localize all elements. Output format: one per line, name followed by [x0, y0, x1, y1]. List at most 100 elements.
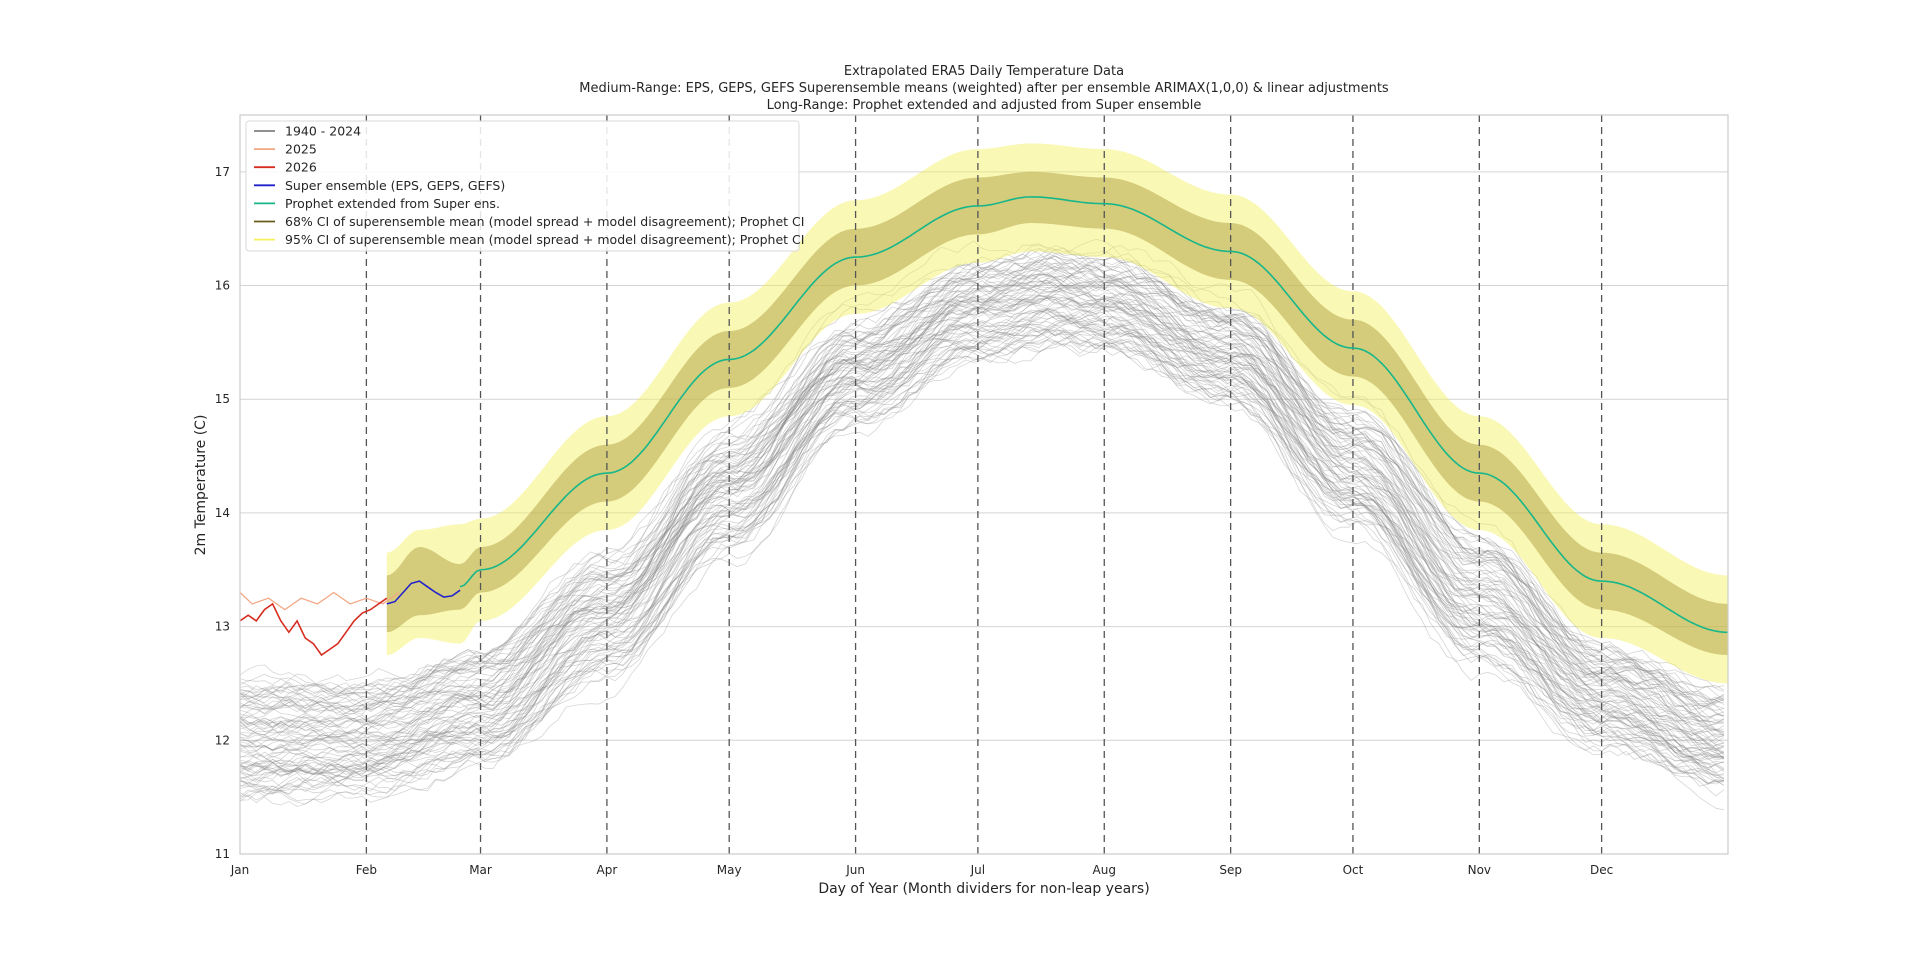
history-line — [240, 257, 1724, 724]
x-tick-label: Jun — [845, 863, 865, 877]
x-tick-label: Apr — [597, 863, 618, 877]
history-line — [240, 272, 1725, 758]
history-line — [240, 288, 1724, 758]
x-tick-label: Mar — [469, 863, 492, 877]
history-line — [240, 256, 1725, 712]
history-line — [240, 309, 1724, 776]
history-line — [240, 329, 1725, 794]
history-line — [240, 279, 1724, 759]
history-line — [240, 297, 1725, 773]
x-tick-label: Oct — [1343, 863, 1364, 877]
history-line — [240, 309, 1725, 771]
history-line — [240, 266, 1725, 714]
history-line — [240, 308, 1724, 773]
history-line — [240, 255, 1725, 708]
legend: 1940 - 2024 2025 2026 Super ensemble (EPS, … — [245, 120, 804, 252]
legend-label: 68% CI of superensemble mean (model spre… — [285, 214, 804, 229]
history-line — [240, 281, 1725, 733]
history-line — [240, 276, 1724, 741]
legend-label: Super ensemble (EPS, GEPS, GEFS) — [285, 178, 505, 193]
x-axis-label: Day of Year (Month dividers for non-leap… — [818, 881, 1149, 897]
history-line — [240, 298, 1724, 763]
y-tick-label: 14 — [215, 506, 230, 520]
history-line — [240, 249, 1725, 700]
history-line — [240, 253, 1725, 701]
history-line — [240, 262, 1725, 709]
series-line-0 — [240, 591, 400, 611]
history-line — [240, 292, 1725, 752]
history-line — [240, 240, 1724, 696]
ci68-band — [386, 171, 1728, 656]
history-line — [240, 286, 1725, 764]
chart-title-line-3: Long-Range: Prophet extended and adjuste… — [767, 98, 1202, 113]
history-line — [240, 297, 1724, 768]
x-tick-label: Jan — [230, 863, 250, 877]
history-line — [240, 329, 1725, 788]
history-line — [240, 336, 1725, 774]
history-line — [240, 264, 1724, 719]
history-line — [240, 271, 1725, 729]
history-line — [240, 281, 1724, 737]
series-line-2 — [386, 580, 461, 605]
history-line — [240, 279, 1724, 744]
history-line — [240, 315, 1724, 790]
history-line — [240, 249, 1725, 701]
chart-title-line-2: Medium-Range: EPS, GEPS, GEFS Superensem… — [579, 81, 1389, 96]
y-tick-label: 17 — [215, 165, 230, 179]
y-tick-label: 11 — [215, 847, 230, 861]
history-line — [240, 262, 1725, 723]
history-line — [240, 264, 1725, 710]
x-tick-label: May — [717, 863, 742, 877]
x-tick-label: Feb — [356, 863, 377, 877]
history-line — [240, 279, 1725, 729]
history-line — [240, 330, 1724, 795]
history-line — [240, 340, 1724, 808]
history-line — [240, 316, 1725, 754]
history-line — [240, 267, 1724, 721]
history-line — [240, 262, 1725, 718]
history-line — [240, 305, 1725, 785]
y-axis-label: 2m Temperature (C) — [193, 415, 209, 556]
history-line — [240, 287, 1725, 744]
history-line — [240, 333, 1724, 797]
history-line — [240, 294, 1725, 737]
x-axis-ticks: Jan Feb Mar Apr May Jun Jul Aug Sep Oct Nov Dec — [230, 863, 1613, 877]
legend-label: Prophet extended from Super ens. — [285, 196, 500, 211]
history-line — [240, 315, 1725, 765]
plot-frame — [239, 114, 1729, 855]
history-line — [240, 281, 1724, 758]
history-line — [240, 247, 1725, 715]
history-line — [240, 308, 1725, 786]
history-line — [240, 316, 1724, 785]
history-line — [240, 293, 1724, 768]
legend-label: 2025 — [285, 142, 317, 157]
history-line — [240, 238, 1725, 697]
history-line — [240, 259, 1724, 723]
history-line — [240, 332, 1725, 801]
history-line — [240, 328, 1725, 800]
history-line — [240, 248, 1725, 706]
series-line-1 — [240, 597, 388, 657]
history-line — [240, 308, 1724, 777]
history-line — [240, 280, 1725, 743]
history-line — [240, 254, 1725, 723]
history-line — [240, 324, 1724, 795]
history-line — [240, 340, 1724, 811]
history-line — [240, 297, 1724, 752]
history-line — [240, 255, 1725, 731]
history-line — [240, 320, 1725, 778]
history-line — [240, 286, 1725, 755]
y-tick-label: 15 — [215, 392, 230, 406]
legend-label: 95% CI of superensemble mean (model spre… — [285, 232, 804, 247]
history-line — [240, 310, 1725, 780]
x-tick-label: Jul — [970, 863, 985, 877]
history-line — [240, 267, 1724, 719]
history-line — [240, 326, 1725, 805]
historical-lines — [240, 238, 1725, 811]
series-lines — [240, 196, 1728, 657]
history-line — [240, 319, 1725, 763]
history-line — [240, 309, 1725, 785]
history-line — [240, 247, 1725, 704]
legend-box — [245, 120, 800, 252]
